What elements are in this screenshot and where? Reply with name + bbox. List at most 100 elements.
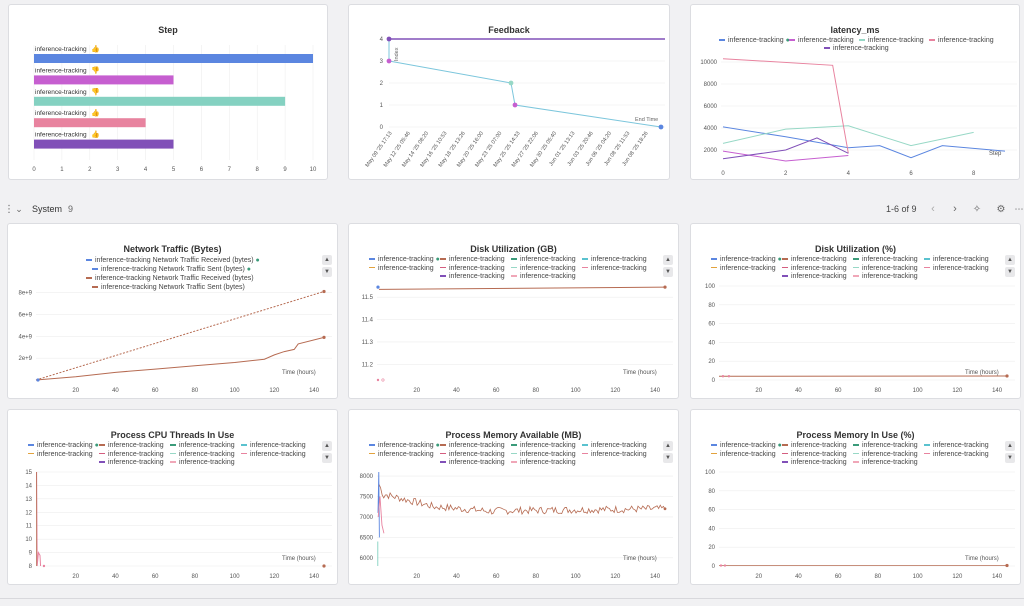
legend-item[interactable]: inference-tracking (99, 459, 164, 468)
legend-item[interactable]: inference-tracking (440, 256, 505, 265)
more-icon[interactable]: ⋯ (1014, 203, 1024, 214)
legend-item[interactable]: inference-tracking Network Traffic Recei… (86, 257, 260, 266)
legend-scroll-down-icon[interactable]: ▼ (663, 453, 673, 463)
legend-item[interactable]: inference-tracking (853, 265, 918, 274)
x-tick-label: 20 (755, 574, 762, 580)
x-tick-label: 6 (909, 171, 913, 177)
legend-item[interactable]: inference-tracking (924, 451, 989, 460)
legend-item[interactable]: inference-tracking (511, 451, 576, 460)
legend-scroll-up-icon[interactable]: ▲ (663, 255, 673, 265)
legend-item[interactable]: inference-tracking (369, 265, 434, 274)
legend-scroll-up-icon[interactable]: ▲ (663, 441, 673, 451)
y-tick-label: 12 (25, 510, 32, 516)
legend-item[interactable]: inference-tracking (782, 273, 847, 282)
legend-item[interactable]: inference-tracking (170, 451, 235, 460)
x-axis-label: Time (hours) (965, 556, 999, 562)
x-tick-label: 8 (972, 171, 976, 177)
legend-item[interactable]: inference-tracking (853, 459, 918, 468)
legend-scroll-down-icon[interactable]: ▼ (322, 453, 332, 463)
drag-handle-icon[interactable]: ⋮⋮ (0, 203, 14, 215)
legend-item[interactable]: inference-tracking (924, 256, 989, 265)
legend-item[interactable]: inference-tracking (440, 442, 505, 451)
x-tick-label: 120 (610, 574, 621, 580)
legend-item[interactable]: inference-tracking (924, 265, 989, 274)
legend-item[interactable]: inference-tracking (782, 256, 847, 265)
legend-item[interactable]: inference-tracking (511, 442, 576, 451)
sparkle-icon[interactable]: ✧ (972, 203, 982, 215)
legend-item[interactable]: inference-tracking (582, 265, 647, 274)
x-tick-label: 3 (116, 167, 120, 173)
legend-item[interactable]: inference-tracking (369, 451, 434, 460)
legend-item[interactable]: inference-tracking (824, 45, 889, 54)
legend-scroll-up-icon[interactable]: ▲ (1005, 441, 1015, 451)
legend-item[interactable]: inference-tracking (511, 273, 576, 282)
legend-item[interactable]: inference-tracking (440, 451, 505, 460)
legend-item[interactable]: inference-tracking (440, 273, 505, 282)
legend-scroll-down-icon[interactable]: ▼ (1005, 267, 1015, 277)
thumbs-up-icon: 👍 (91, 108, 100, 117)
legend-item[interactable]: inference-tracking ● (711, 442, 782, 451)
legend-item[interactable]: inference-tracking (440, 459, 505, 468)
legend-item[interactable]: inference-tracking (789, 37, 854, 46)
legend-item[interactable]: inference-tracking Network Traffic Sent … (92, 284, 245, 293)
legend-item[interactable]: inference-tracking (853, 451, 918, 460)
legend-item[interactable]: inference-tracking (924, 442, 989, 451)
legend-item[interactable]: inference-tracking (511, 459, 576, 468)
next-page-icon[interactable]: › (953, 203, 957, 215)
legend-item[interactable]: inference-tracking (711, 265, 776, 274)
legend-item[interactable]: inference-tracking (511, 256, 576, 265)
step-panel-title: Step (158, 25, 178, 35)
legend-item[interactable]: inference-tracking ● (369, 442, 440, 451)
legend-item[interactable]: inference-tracking (782, 451, 847, 460)
y-tick-label: 60 (708, 322, 715, 328)
legend-scroll-down-icon[interactable]: ▼ (322, 267, 332, 277)
legend-item[interactable]: inference-tracking (853, 442, 918, 451)
legend-item[interactable]: inference-tracking ● (369, 256, 440, 265)
legend-scroll-down-icon[interactable]: ▼ (1005, 453, 1015, 463)
legend-item[interactable]: inference-tracking (782, 265, 847, 274)
legend-item[interactable]: inference-tracking (99, 451, 164, 460)
legend-scroll-up-icon[interactable]: ▲ (322, 255, 332, 265)
legend-item[interactable]: inference-tracking (170, 442, 235, 451)
legend-item[interactable]: inference-tracking (511, 265, 576, 274)
mem-pct-legend: inference-tracking ● inference-tracking in… (691, 442, 1001, 470)
series-line (722, 137, 849, 160)
x-tick-label: 40 (795, 388, 802, 394)
legend-item[interactable]: inference-tracking ● (711, 256, 782, 265)
legend-item[interactable]: inference-tracking (241, 442, 306, 451)
legend-item[interactable]: inference-tracking (929, 37, 994, 46)
legend-item[interactable]: inference-tracking (99, 442, 164, 451)
legend-item[interactable]: inference-tracking (170, 459, 235, 468)
system-section-title[interactable]: System (32, 204, 63, 214)
series-line (36, 471, 42, 567)
legend-item[interactable]: inference-tracking (853, 273, 918, 282)
y-tick-label: 2 (380, 81, 384, 87)
gear-icon[interactable]: ⚙ (996, 203, 1006, 215)
y-tick-label: 80 (708, 303, 715, 309)
legend-scroll-up-icon[interactable]: ▲ (322, 441, 332, 451)
legend-scroll-down-icon[interactable]: ▼ (663, 267, 673, 277)
data-point (723, 564, 727, 567)
legend-scroll-up-icon[interactable]: ▲ (1005, 255, 1015, 265)
prev-page-icon[interactable]: ‹ (931, 203, 935, 215)
legend-item[interactable]: inference-tracking (440, 265, 505, 274)
legend-item[interactable]: inference-tracking (782, 442, 847, 451)
legend-item[interactable]: inference-tracking (28, 451, 93, 460)
legend-item[interactable]: inference-tracking (582, 256, 647, 265)
legend-item[interactable]: inference-tracking (711, 451, 776, 460)
legend-item[interactable]: inference-tracking (782, 459, 847, 468)
legend-item[interactable]: inference-tracking Network Traffic Sent … (92, 266, 251, 275)
legend-item[interactable]: inference-tracking (859, 37, 924, 46)
collapse-chevron-icon[interactable]: ⌄ (15, 203, 23, 214)
y-tick-label: 1 (380, 103, 384, 109)
step-panel: Step inference-tracking 👍 inference-tracki… (8, 4, 328, 180)
legend-item[interactable]: inference-tracking ● (28, 442, 99, 451)
y-tick-label: 11 (26, 524, 33, 530)
legend-item[interactable]: inference-tracking (582, 451, 647, 460)
legend-item[interactable]: inference-tracking (582, 442, 647, 451)
legend-item[interactable]: inference-tracking Network Traffic Recei… (86, 275, 254, 284)
legend-item[interactable]: inference-tracking (241, 451, 306, 460)
legend-item[interactable]: inference-tracking (853, 256, 918, 265)
legend-item[interactable]: inference-tracking ● (719, 37, 790, 46)
x-tick-label: 40 (112, 388, 119, 394)
